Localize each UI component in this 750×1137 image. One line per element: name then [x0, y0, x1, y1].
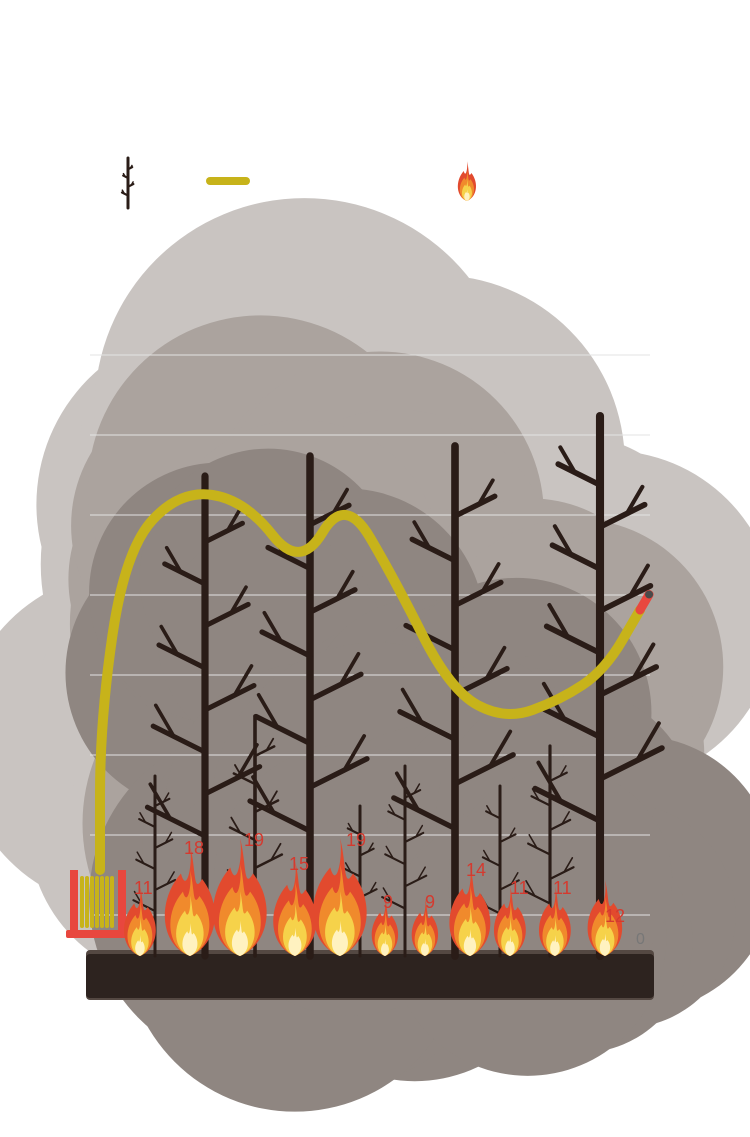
flame-value-label: 18 — [184, 838, 204, 859]
flame-value-label: 19 — [346, 830, 366, 851]
legend-item-tree — [110, 150, 146, 210]
legend — [110, 150, 484, 210]
flame-value-label: 9 — [383, 892, 393, 913]
line-swatch-icon — [206, 172, 250, 188]
flame-value-label: 11 — [134, 878, 153, 899]
infographic-chart: 0 11 18 19 15 19 9 9 14 11 11 12 — [0, 0, 750, 1132]
flame-value-label: 9 — [425, 892, 435, 913]
flame-value-label: 12 — [605, 906, 625, 927]
flame-value-label: 19 — [244, 830, 264, 851]
flame-value-label: 11 — [510, 878, 529, 899]
flame-value-label: 15 — [289, 854, 309, 875]
legend-item-flame — [450, 157, 484, 203]
tree-icon — [110, 150, 146, 210]
axis-zero-label: 0 — [636, 931, 645, 949]
flame-value-label: 14 — [466, 860, 486, 881]
legend-item-hose — [206, 172, 250, 188]
flame-icon — [450, 157, 484, 203]
flame-value-label: 11 — [553, 878, 572, 899]
